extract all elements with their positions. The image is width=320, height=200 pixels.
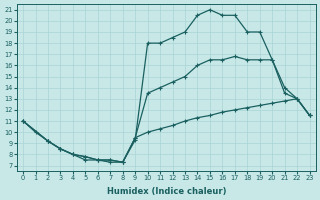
X-axis label: Humidex (Indice chaleur): Humidex (Indice chaleur): [107, 187, 226, 196]
